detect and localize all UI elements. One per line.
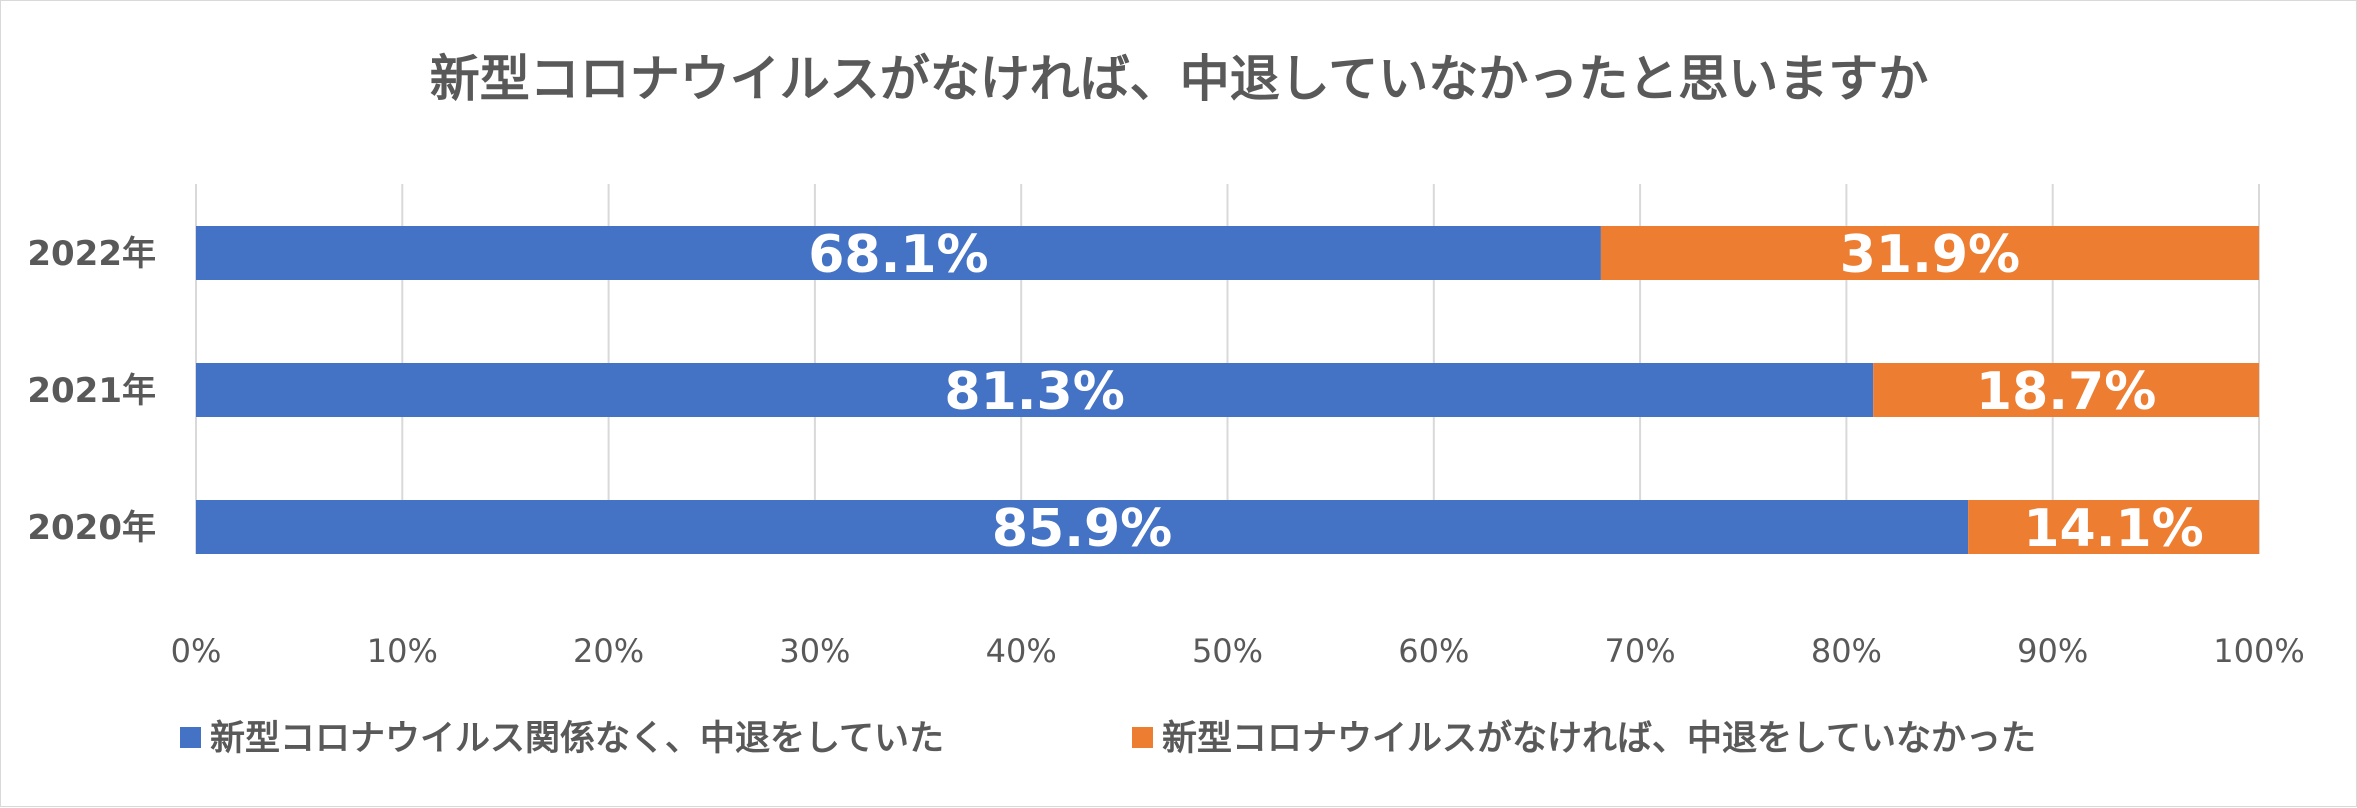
- legend-label: 新型コロナウイルスがなければ、中退をしていなかった: [1162, 719, 2036, 759]
- chart-title: 新型コロナウイルスがなければ、中退していなかったと思いますか: [430, 50, 1929, 108]
- x-tick-label: 70%: [1605, 632, 1676, 670]
- data-label: 14.1%: [2023, 499, 2203, 559]
- x-tick-label: 100%: [2213, 632, 2304, 670]
- legend-label: 新型コロナウイルス関係なく、中退をしていた: [210, 719, 944, 759]
- x-tick-label: 20%: [573, 632, 644, 670]
- data-label: 31.9%: [1840, 225, 2020, 285]
- data-label: 18.7%: [1976, 362, 2156, 422]
- category-label: 2020年: [27, 508, 156, 548]
- x-tick-label: 60%: [1398, 632, 1469, 670]
- x-tick-label: 80%: [1811, 632, 1882, 670]
- category-label: 2021年: [27, 371, 156, 411]
- x-tick-label: 30%: [779, 632, 850, 670]
- legend-swatch: [180, 727, 201, 748]
- data-labels: 68.1% 31.9% 81.3% 18.7% 85.9% 14.1%: [808, 225, 2204, 559]
- bar-segment: [1600, 226, 2259, 280]
- data-label: 81.3%: [944, 362, 1124, 422]
- bars: [196, 226, 2259, 554]
- bar-segment: [196, 500, 1969, 554]
- legend: 新型コロナウイルス関係なく、中退をしていた 新型コロナウイルスがなければ、中退をし…: [180, 719, 2036, 759]
- legend-swatch: [1132, 727, 1153, 748]
- x-tick-label: 0%: [171, 632, 222, 670]
- x-tick-label: 90%: [2017, 632, 2088, 670]
- category-axis: 2022年 2021年 2020年: [27, 234, 156, 548]
- bar-segment: [1873, 363, 2259, 417]
- bar-segment: [196, 226, 1601, 280]
- x-tick-label: 40%: [986, 632, 1057, 670]
- value-axis: 0% 10% 20% 30% 40% 50% 60% 70% 80% 90% 100%: [171, 632, 2305, 670]
- data-label: 85.9%: [992, 499, 1172, 559]
- category-label: 2022年: [27, 234, 156, 274]
- x-tick-label: 50%: [1192, 632, 1263, 670]
- bar-segment: [196, 363, 1874, 417]
- bar-segment: [1968, 500, 2259, 554]
- x-tick-label: 10%: [367, 632, 438, 670]
- data-label: 68.1%: [808, 225, 988, 285]
